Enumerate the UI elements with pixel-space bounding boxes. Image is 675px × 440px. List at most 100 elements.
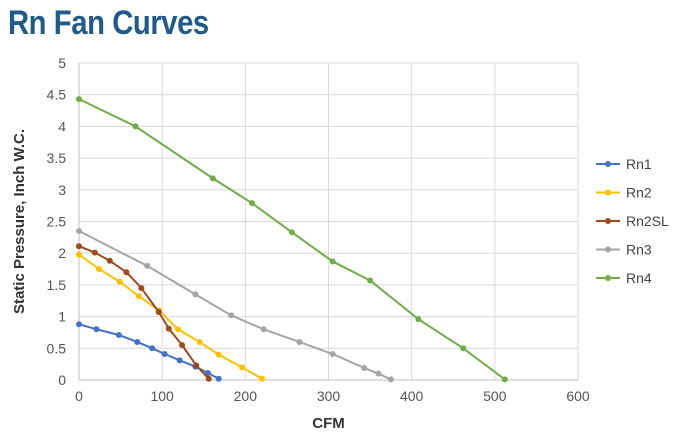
x-axis-label: CFM (312, 415, 345, 432)
data-point-rn4-6 (367, 277, 374, 284)
data-point-rn4-8 (460, 345, 467, 352)
legend-item-rn1: Rn1 (596, 156, 652, 172)
data-point-rn3-1 (144, 262, 151, 269)
data-point-rn4-0 (76, 96, 82, 103)
x-tick-label: 100 (150, 388, 174, 404)
y-tick-labels: 0 0.5 1 1.5 2 2.5 3 3.5 4 4.5 5 (47, 55, 67, 388)
legend-swatch-marker (605, 246, 611, 253)
data-point-rn1-0 (76, 321, 82, 328)
legend-item-rn3: Rn3 (596, 242, 652, 258)
data-point-rn2sl-4 (138, 285, 145, 292)
x-tick-label: 0 (75, 388, 83, 404)
y-axis-label: Static Pressure, Inch W.C. (11, 129, 28, 314)
data-point-rn4-3 (248, 200, 255, 207)
x-tick-label: 200 (234, 388, 258, 404)
x-tick-label: 600 (566, 388, 590, 404)
legend-item-rn4: Rn4 (596, 270, 652, 286)
data-point-rn2-5 (174, 326, 181, 333)
data-point-rn3-4 (260, 326, 267, 333)
data-point-rn4-5 (329, 258, 336, 265)
legend-swatch-marker (605, 218, 611, 224)
data-point-rn3-8 (375, 370, 382, 377)
data-point-rn2-1 (95, 266, 102, 273)
data-point-rn1-1 (93, 326, 100, 333)
data-point-rn2-8 (239, 364, 246, 371)
series-rn2sl (76, 243, 212, 382)
data-point-rn3-5 (296, 338, 303, 345)
data-point-rn3-2 (192, 291, 199, 298)
legend-label: Rn2SL (626, 213, 669, 229)
legend-item-rn2: Rn2 (596, 185, 652, 201)
data-point-rn3-7 (361, 364, 368, 371)
data-point-rn2-3 (135, 293, 142, 300)
series-rn4 (76, 96, 508, 383)
legend-label: Rn3 (626, 242, 652, 258)
data-point-rn1-8 (204, 370, 211, 377)
legend-swatch-marker (605, 161, 611, 167)
data-point-rn1-3 (134, 338, 141, 345)
y-tick-label: 4.5 (47, 87, 67, 103)
legend: Rn1 Rn2 Rn2SL Rn3 Rn4 (596, 156, 669, 286)
x-tick-label: 300 (317, 388, 341, 404)
y-tick-label: 3 (58, 182, 66, 198)
data-point-rn2sl-9 (205, 375, 212, 382)
data-point-rn2sl-0 (76, 243, 82, 250)
data-point-rn1-2 (115, 331, 122, 338)
data-point-rn4-7 (415, 316, 422, 323)
y-tick-label: 4 (58, 118, 66, 134)
series-line-rn2 (78, 253, 263, 380)
series-rn2 (76, 251, 265, 382)
y-tick-label: 2.5 (47, 214, 67, 230)
legend-swatch-marker (605, 275, 611, 281)
series-line-rn4 (78, 98, 506, 381)
series-line-rn1 (78, 323, 220, 380)
data-point-rn3-9 (387, 376, 394, 383)
y-tick-label: 3.5 (47, 150, 67, 166)
y-tick-label: 1.5 (47, 277, 67, 293)
data-point-rn1-6 (176, 357, 183, 364)
legend-swatch-marker (605, 189, 611, 196)
data-point-rn1-5 (161, 351, 168, 358)
y-tick-label: 1 (58, 309, 66, 325)
data-point-rn2-6 (196, 338, 203, 345)
data-point-rn2sl-1 (91, 249, 98, 256)
data-point-rn2sl-7 (179, 342, 186, 349)
x-tick-label: 500 (483, 388, 507, 404)
data-point-rn1-4 (149, 345, 156, 352)
legend-item-rn2sl: Rn2SL (596, 213, 669, 229)
y-tick-label: 0.5 (47, 340, 67, 356)
legend-label: Rn4 (626, 270, 652, 286)
data-point-rn2-0 (76, 251, 82, 258)
data-point-rn4-1 (132, 123, 139, 130)
data-point-rn2sl-5 (155, 309, 162, 316)
series-group (76, 96, 508, 383)
data-point-rn2sl-2 (106, 257, 113, 264)
legend-label: Rn1 (626, 156, 652, 172)
data-point-rn3-0 (76, 228, 82, 235)
y-tick-label: 2 (58, 245, 66, 261)
y-tick-label: 0 (58, 372, 66, 388)
series-line-rn3 (78, 230, 392, 381)
series-line-rn2sl (78, 245, 210, 380)
legend-label: Rn2 (626, 185, 652, 201)
data-point-rn4-2 (209, 175, 216, 182)
x-tick-labels: 0 100 200 300 400 500 600 (75, 388, 590, 404)
data-point-rn1-9 (215, 375, 222, 382)
chart-title: Rn Fan Curves (8, 4, 209, 42)
data-point-rn2sl-3 (123, 269, 130, 276)
data-point-rn2sl-8 (193, 362, 200, 369)
grid (78, 62, 579, 381)
series-rn3 (76, 228, 394, 383)
data-point-rn2-9 (258, 375, 265, 382)
data-point-rn3-6 (329, 351, 336, 358)
data-point-rn4-4 (288, 229, 295, 236)
series-rn1 (76, 321, 222, 382)
data-point-rn2sl-6 (165, 325, 172, 332)
data-point-rn2-2 (116, 278, 123, 285)
data-point-rn4-9 (501, 376, 508, 383)
x-tick-label: 400 (400, 388, 424, 404)
data-point-rn2-7 (215, 351, 222, 358)
y-tick-label: 5 (58, 55, 66, 71)
data-point-rn3-3 (228, 312, 235, 319)
